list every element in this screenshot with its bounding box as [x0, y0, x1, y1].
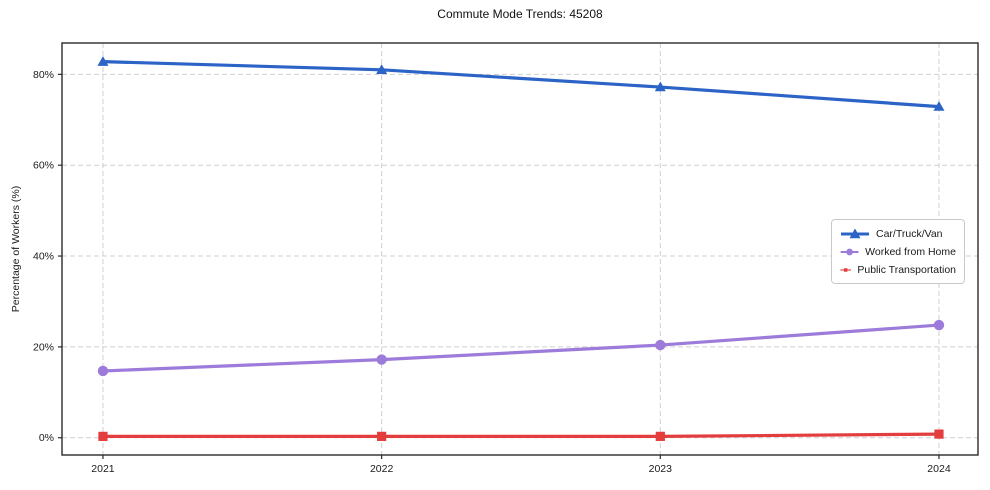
legend-label: Car/Truck/Van: [876, 227, 943, 240]
legend-entry: Worked from Home: [840, 244, 956, 259]
data-point-marker: [843, 267, 848, 272]
y-tick-label: 40%: [33, 251, 54, 263]
data-point-marker: [376, 64, 388, 75]
data-point-marker: [98, 431, 108, 441]
y-tick-label: 60%: [33, 160, 54, 172]
data-point-marker: [654, 81, 666, 92]
y-tick-label: 20%: [33, 341, 54, 353]
x-tick-label: 2023: [649, 463, 673, 475]
data-point-marker: [933, 101, 945, 111]
plot-frame: [61, 42, 979, 456]
series-public-transportation: [98, 429, 944, 441]
triangle-line-legend-icon: [841, 228, 869, 238]
data-point-marker: [655, 339, 666, 351]
legend-label: Public Transportation: [857, 263, 956, 276]
circle-line-legend-icon: [840, 248, 859, 255]
x-tick-label: 2022: [370, 463, 394, 475]
y-tick-label: 80%: [33, 69, 54, 81]
series-car-truck-van: [97, 56, 945, 111]
series-line: [101, 323, 941, 373]
data-point-marker: [376, 354, 387, 365]
x-tick-label: 2021: [91, 463, 115, 475]
legend: Car/Truck/Van Worked from Home Public Tran…: [831, 219, 965, 284]
data-point-marker: [97, 365, 109, 377]
legend-entry: Public Transportation: [840, 262, 956, 277]
data-point-marker: [934, 429, 944, 439]
data-point-marker: [849, 228, 861, 238]
y-tick-label: 0%: [39, 432, 54, 444]
data-point-marker: [377, 431, 387, 441]
legend-label: Worked from Home: [865, 245, 956, 258]
series-line: [101, 60, 941, 109]
legend-entry: Car/Truck/Van: [840, 226, 956, 241]
x-tick-label: 2024: [927, 463, 951, 475]
series-line: [101, 432, 941, 438]
data-point-marker: [97, 56, 109, 66]
data-point-marker: [655, 431, 665, 441]
series-worked-from-home: [97, 319, 945, 377]
chart-title: Commute Mode Trends: 45208: [437, 7, 603, 21]
data-point-marker: [933, 319, 945, 331]
square-line-legend-icon: [840, 267, 851, 272]
data-point-marker: [846, 248, 853, 255]
